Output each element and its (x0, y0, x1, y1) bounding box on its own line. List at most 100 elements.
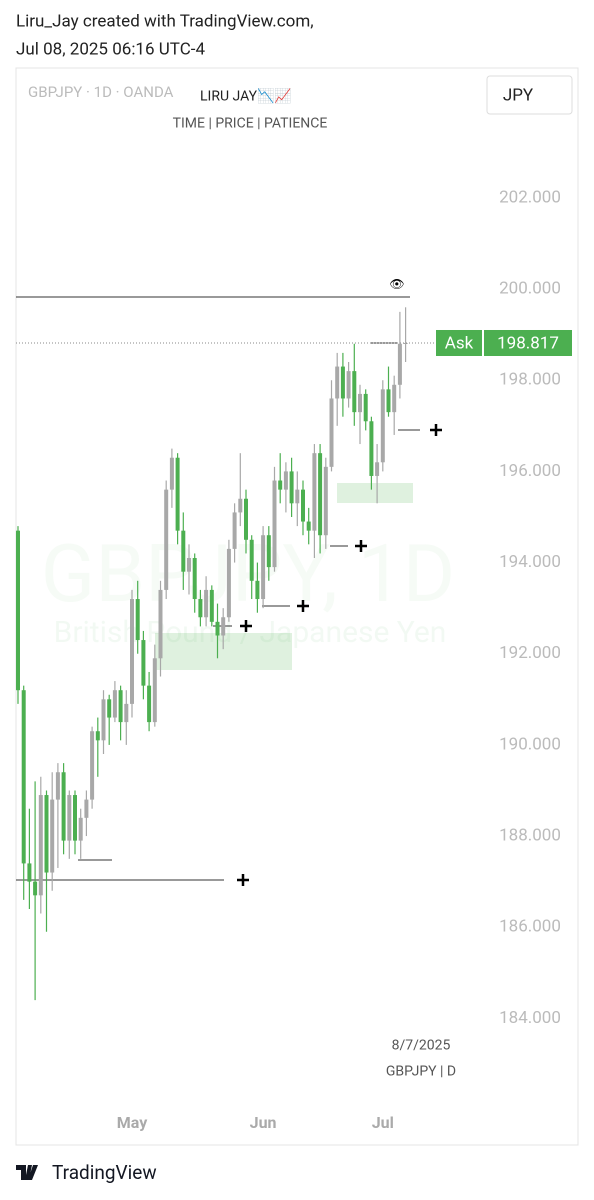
candle-body (112, 690, 117, 718)
candle-body (283, 471, 288, 490)
candle-body (375, 462, 380, 476)
candle-body (278, 480, 283, 490)
footer-brand: TradingView (52, 1161, 157, 1184)
annotation: GBPJPY | D (386, 1064, 456, 1080)
candle-body (295, 489, 300, 504)
candle-body (135, 599, 140, 641)
candle-body (261, 535, 266, 600)
candle-body (312, 453, 317, 531)
candle-body (221, 617, 226, 636)
candle-body (306, 521, 311, 531)
candle-body (301, 489, 305, 522)
candle-body (397, 343, 402, 385)
zone (337, 483, 413, 503)
candle-body (255, 580, 260, 600)
header-line: Liru_Jay created with TradingView.com, (16, 11, 314, 31)
watermark: British Pound / Japanese Yen (54, 615, 447, 650)
candle-body (369, 421, 374, 476)
currency-label: JPY (503, 85, 534, 105)
candle-body (358, 393, 362, 413)
candle-body (84, 799, 89, 818)
candle-body (204, 589, 209, 618)
y-tick-label: 192.000 (499, 643, 561, 663)
eye-icon: 👁 (389, 277, 404, 291)
candle-body (124, 703, 129, 723)
x-tick-label: May (117, 1113, 148, 1132)
y-tick-label: 194.000 (499, 552, 561, 572)
y-tick-label: 200.000 (499, 279, 561, 299)
y-tick-label: 190.000 (499, 734, 561, 754)
candle-body (340, 366, 345, 399)
candle-body (158, 589, 163, 659)
candle-body (352, 371, 357, 413)
currency-button[interactable] (486, 75, 573, 115)
candle-body (50, 799, 55, 873)
candle-body (363, 393, 368, 422)
candle-body (73, 795, 77, 841)
candle-body (175, 457, 180, 531)
candle-body (318, 453, 323, 536)
candle-body (226, 548, 231, 618)
candle-body (335, 366, 340, 399)
y-tick-label: 196.000 (499, 461, 561, 481)
price-tag (484, 329, 572, 356)
candle-body (289, 471, 294, 504)
candle-body (78, 817, 83, 841)
candle-body (141, 640, 146, 686)
logo-mark (16, 1165, 38, 1180)
header-line: Jul 08, 2025 06:16 UTC-4 (16, 39, 205, 59)
candle-body (107, 699, 112, 718)
x-tick-label: Jun (250, 1113, 277, 1132)
candle-body (187, 558, 191, 572)
candle-body (55, 772, 60, 800)
candle-body (95, 731, 100, 741)
plus-markers (237, 424, 442, 886)
annotation: TIME | PRICE | PATIENCE (173, 116, 328, 132)
candle-body (215, 621, 220, 636)
candle-body (329, 398, 334, 467)
candle-body (209, 589, 214, 622)
candle-body (118, 690, 123, 723)
y-tick-label: 198.000 (499, 370, 561, 390)
candle-body (266, 535, 271, 568)
ask-tag (436, 329, 482, 356)
candle-body (38, 795, 43, 896)
plot: 184.000 186.000 188.000 190.000 192.000 194.0… (16, 187, 572, 1132)
candle-body (238, 498, 243, 513)
candle-body (130, 599, 134, 704)
candle-body (67, 795, 72, 841)
candle-body (392, 384, 397, 413)
annotation: 8/7/2025 (392, 1038, 451, 1054)
annotation: LIRU JAY📉📈 (200, 88, 292, 105)
y-tick-label: 202.000 (499, 187, 561, 207)
plus-marker (237, 424, 442, 886)
candle-body (61, 772, 66, 841)
candle-body (152, 658, 157, 723)
ask-label: Ask (445, 333, 474, 353)
candle-body (380, 389, 385, 463)
x-tick-label: Jul (372, 1113, 394, 1132)
candle-body (169, 457, 174, 490)
candle-body (244, 498, 248, 540)
candle-body (44, 795, 49, 873)
candle-body (90, 731, 95, 800)
candle-body (232, 512, 237, 549)
candle-body (198, 599, 203, 618)
candle-body (16, 530, 20, 691)
candle-body (21, 690, 26, 864)
candle-body (181, 530, 186, 572)
candle-body (403, 342, 408, 344)
candle-body (33, 881, 38, 896)
candle-body (249, 539, 254, 581)
candle-body (323, 466, 328, 536)
symbol-title: GBPJPY · 1D · OANDA (28, 83, 174, 101)
y-tick-label: 186.000 (499, 917, 561, 937)
candle-body (192, 558, 197, 600)
candle-body (272, 480, 277, 568)
candle-body (346, 371, 351, 399)
candle-body (101, 699, 106, 741)
footer-logo (16, 1165, 38, 1180)
candle-body (147, 685, 152, 723)
y-tick-label: 184.000 (499, 1008, 561, 1028)
